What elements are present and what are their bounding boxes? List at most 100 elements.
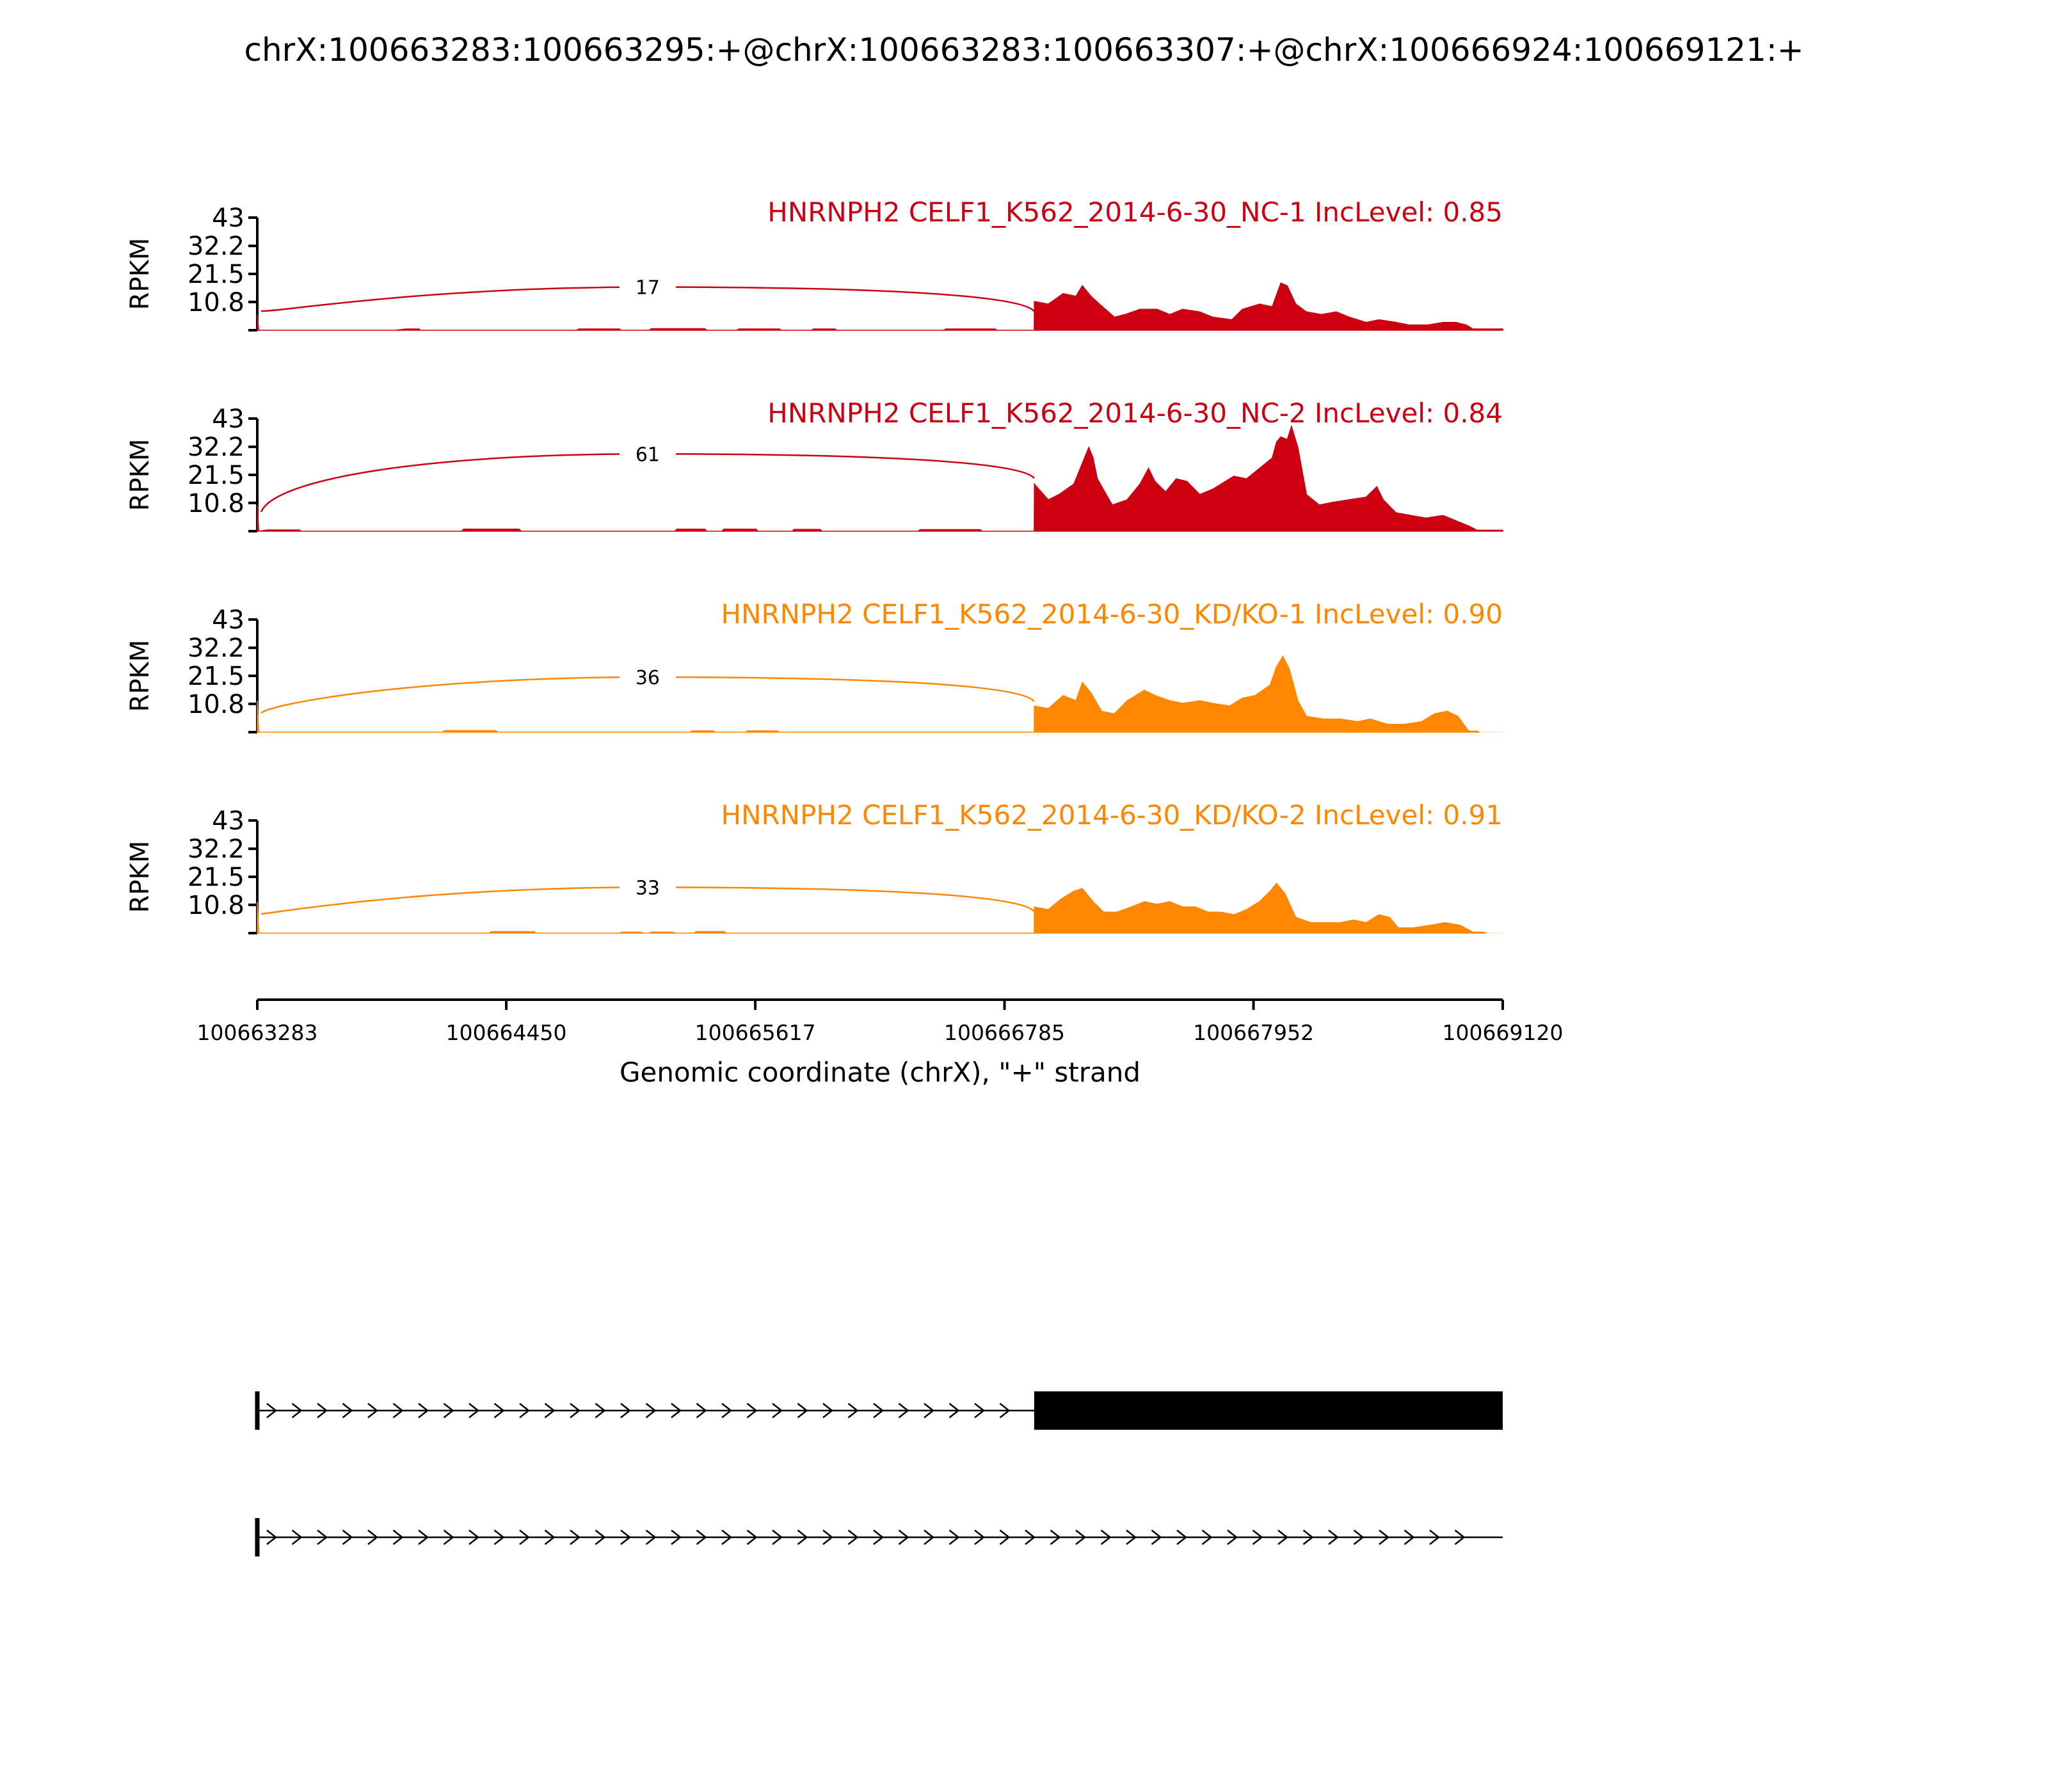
track-label: HNRNPH2 CELF1_K562_2014-6-30_NC-2 IncLev…	[767, 397, 1503, 429]
x-tick-label: 100669120	[1443, 1020, 1564, 1045]
strand-arrow	[1025, 1530, 1036, 1545]
strand-arrow	[1379, 1530, 1390, 1545]
y-tick-label: 21.5	[188, 260, 244, 289]
junction-count-bg	[619, 874, 676, 900]
y-tick-label: 43	[212, 605, 244, 635]
strand-arrow	[772, 1530, 783, 1545]
figure-title: chrX:100663283:100663295:+@chrX:10066328…	[244, 31, 1804, 68]
y-tick-label: 43	[212, 204, 244, 233]
gene-structure	[255, 1391, 1503, 1556]
strand-arrow	[847, 1403, 859, 1418]
strand-arrow	[671, 1403, 682, 1418]
strand-arrow	[873, 1530, 884, 1545]
strand-arrow	[317, 1403, 328, 1418]
strand-arrow	[342, 1530, 353, 1545]
junction-count-bg	[619, 664, 676, 691]
y-axis-label: RPKM	[125, 640, 155, 712]
strand-arrow	[721, 1403, 733, 1418]
strand-arrow	[1353, 1530, 1364, 1545]
y-tick-label: 21.5	[188, 461, 244, 490]
strand-arrow	[948, 1403, 960, 1418]
track-label: HNRNPH2 CELF1_K562_2014-6-30_KD/KO-2 Inc…	[721, 799, 1503, 831]
strand-arrow	[1252, 1530, 1263, 1545]
strand-arrow	[468, 1403, 480, 1418]
strand-arrow	[746, 1403, 758, 1418]
strand-arrow	[367, 1403, 379, 1418]
strand-arrow	[519, 1403, 531, 1418]
strand-arrow	[999, 1530, 1011, 1545]
y-tick-label: 10.8	[188, 891, 244, 920]
strand-arrow	[266, 1403, 278, 1418]
strand-arrow	[822, 1530, 834, 1545]
strand-arrow	[595, 1530, 606, 1545]
strand-arrow	[1454, 1530, 1466, 1545]
strand-arrow	[873, 1403, 884, 1418]
strand-arrow	[721, 1530, 733, 1545]
y-axis-label: RPKM	[125, 841, 155, 913]
strand-arrow	[1151, 1530, 1162, 1545]
strand-arrow	[1302, 1530, 1314, 1545]
y-tick-label: 32.2	[188, 433, 244, 462]
strand-arrow	[1328, 1530, 1340, 1545]
strand-arrow	[645, 1530, 657, 1545]
y-tick-label: 10.8	[188, 288, 244, 317]
y-tick-label: 32.2	[188, 232, 244, 261]
strand-arrow	[595, 1403, 606, 1418]
y-tick-label: 43	[212, 806, 244, 836]
coverage-area	[257, 282, 1503, 331]
y-tick-label: 43	[212, 404, 244, 434]
transcript-1	[255, 1391, 1503, 1430]
strand-arrow	[822, 1403, 834, 1418]
x-tick-label: 100663283	[197, 1020, 318, 1045]
junction-count: 33	[636, 877, 660, 899]
strand-arrow	[443, 1403, 454, 1418]
x-tick-label: 100666785	[944, 1020, 1065, 1045]
strand-arrow	[924, 1403, 935, 1418]
strand-arrow	[797, 1530, 808, 1545]
strand-arrow	[291, 1403, 303, 1418]
junction-count-bg	[619, 441, 676, 467]
strand-arrow	[797, 1403, 808, 1418]
strand-arrow	[317, 1530, 328, 1545]
strand-arrow	[1429, 1530, 1441, 1545]
strand-arrow	[392, 1530, 404, 1545]
track-label: HNRNPH2 CELF1_K562_2014-6-30_KD/KO-1 Inc…	[721, 598, 1503, 630]
strand-arrow	[392, 1403, 404, 1418]
strand-arrow	[367, 1530, 379, 1545]
x-tick-label: 100667952	[1193, 1020, 1314, 1045]
strand-arrow	[1201, 1530, 1213, 1545]
exon-block	[1034, 1391, 1503, 1430]
strand-arrow	[696, 1530, 707, 1545]
strand-arrow	[342, 1403, 353, 1418]
strand-arrow	[493, 1403, 505, 1418]
y-tick-label: 32.2	[188, 634, 244, 663]
strand-arrow	[948, 1530, 960, 1545]
junction-count: 17	[636, 276, 660, 299]
junction-count: 61	[636, 444, 660, 466]
strand-arrow	[898, 1403, 909, 1418]
strand-arrow	[468, 1530, 480, 1545]
x-tick-label: 100664450	[446, 1020, 567, 1045]
coverage-area	[257, 883, 1486, 934]
y-tick-label: 32.2	[188, 835, 244, 864]
coverage-area	[257, 655, 1480, 733]
y-tick-label: 21.5	[188, 863, 244, 892]
y-axis-label: RPKM	[125, 238, 155, 310]
strand-arrow	[544, 1530, 556, 1545]
strand-arrow	[1100, 1530, 1112, 1545]
strand-arrow	[671, 1530, 682, 1545]
y-tick-label: 10.8	[188, 489, 244, 518]
strand-arrow	[1075, 1530, 1087, 1545]
transcript-2	[255, 1518, 1503, 1556]
strand-arrow	[974, 1530, 986, 1545]
strand-arrow	[924, 1530, 935, 1545]
strand-arrow	[1050, 1530, 1061, 1545]
strand-arrow	[1126, 1530, 1137, 1545]
junction-count: 36	[636, 667, 660, 689]
